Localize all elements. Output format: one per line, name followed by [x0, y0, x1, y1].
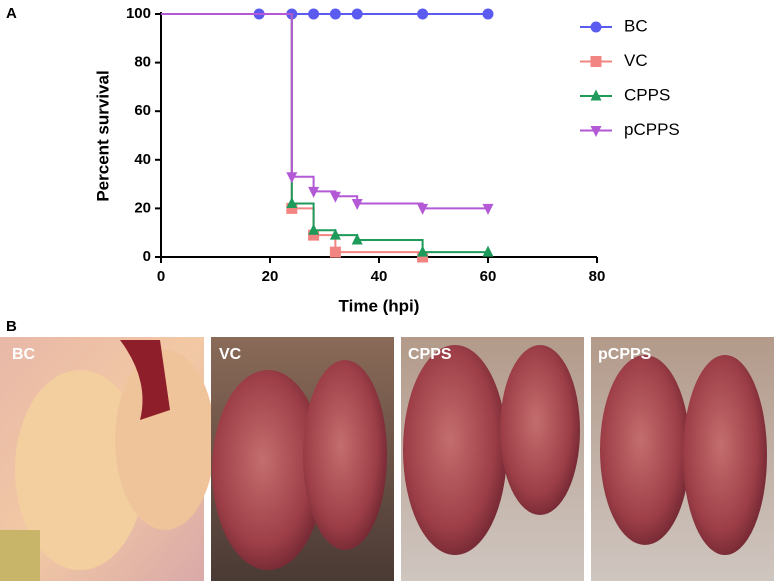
- legend-label: CPPS: [624, 85, 670, 104]
- point: [351, 8, 363, 20]
- x-tick-label: 20: [262, 268, 279, 285]
- x-tick-label: 80: [589, 268, 606, 285]
- legend-marker: [590, 89, 602, 101]
- photo-label: pCPPS: [598, 346, 652, 363]
- point: [351, 233, 363, 245]
- photo: VC: [211, 337, 394, 581]
- photo-label: CPPS: [408, 346, 452, 363]
- x-tick-label: 0: [157, 268, 165, 285]
- point: [329, 191, 341, 203]
- point: [351, 199, 363, 211]
- x-tick-label: 60: [480, 268, 497, 285]
- photos: BC VC CPPS pCPPS: [0, 337, 774, 581]
- point: [308, 229, 320, 241]
- legend-marker: [590, 56, 602, 67]
- y-tick-label: 60: [134, 102, 151, 119]
- point: [286, 197, 298, 209]
- point: [482, 245, 494, 257]
- survival-line: [161, 13, 488, 254]
- y-tick-label: 40: [134, 151, 151, 168]
- photo: BC: [0, 337, 215, 581]
- legend-label: VC: [624, 51, 648, 70]
- point: [329, 228, 341, 240]
- photo-label: BC: [12, 346, 36, 363]
- y-tick-label: 0: [143, 248, 151, 265]
- panel-label: A: [6, 5, 17, 22]
- point: [286, 172, 298, 184]
- point: [329, 8, 341, 20]
- panel-label: B: [6, 318, 17, 335]
- legend-label: pCPPS: [624, 120, 680, 139]
- point: [482, 203, 494, 215]
- y-tick-label: 80: [134, 54, 151, 71]
- y-tick-label: 20: [134, 199, 151, 216]
- x-tick-label: 40: [371, 268, 388, 285]
- point: [286, 202, 298, 214]
- point: [417, 245, 429, 257]
- legend-label: BC: [624, 16, 648, 35]
- point: [308, 186, 320, 198]
- point: [482, 8, 494, 20]
- point: [308, 8, 320, 20]
- point: [308, 223, 320, 235]
- legend-marker: [590, 21, 602, 33]
- legend-marker: [590, 126, 602, 137]
- point: [417, 251, 429, 263]
- survival-line: [161, 13, 488, 210]
- photo: CPPS: [401, 337, 584, 581]
- point: [417, 203, 429, 215]
- point: [329, 246, 341, 258]
- point: [417, 8, 429, 20]
- photo-label: VC: [219, 346, 242, 363]
- x-axis-label: Time (hpi): [339, 296, 420, 315]
- y-axis-label: Percent survival: [93, 70, 112, 201]
- y-tick-label: 100: [126, 5, 151, 22]
- photo: pCPPS: [591, 337, 774, 581]
